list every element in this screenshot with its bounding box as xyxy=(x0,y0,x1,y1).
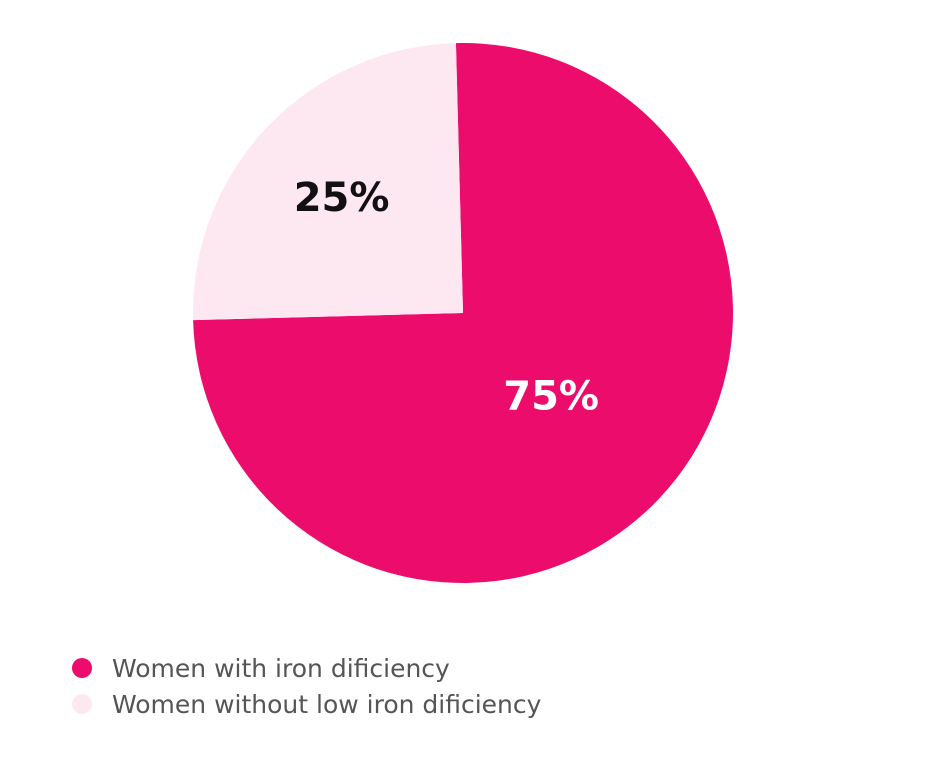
legend-swatch-iron-deficiency xyxy=(72,658,92,678)
legend-item-no-deficiency: Women without low iron dificiency xyxy=(72,686,541,722)
pie-slice-1 xyxy=(193,43,463,321)
legend-label-no-deficiency: Women without low iron dificiency xyxy=(112,689,542,719)
pie-chart: 75% 25% xyxy=(193,43,733,584)
pie-slice-0 xyxy=(193,43,733,584)
slice-label-1: 25% xyxy=(294,175,390,221)
legend-swatch-no-deficiency xyxy=(72,694,92,714)
legend-item-iron-deficiency: Women with iron dificiency xyxy=(72,650,541,686)
legend: Women with iron dificiency Women without… xyxy=(72,650,541,722)
legend-label-iron-deficiency: Women with iron dificiency xyxy=(112,653,450,683)
slice-label-0: 75% xyxy=(503,374,599,420)
